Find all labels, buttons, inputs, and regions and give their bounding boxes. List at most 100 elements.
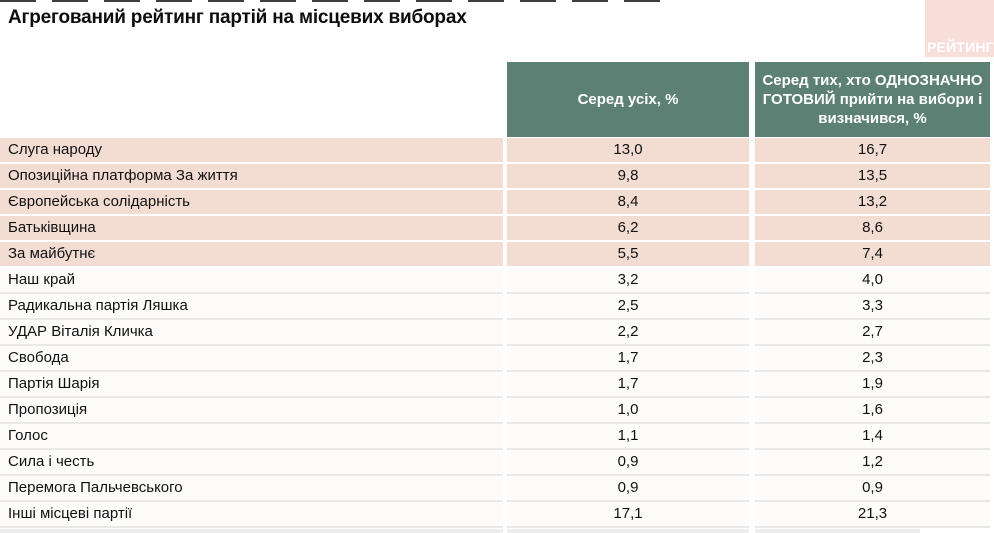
value-all-cell: 17,1 [507,502,749,528]
next-row-cutoff [0,529,503,533]
column-gap [749,242,755,268]
party-name-cell: Пропозиція [0,398,503,424]
party-name-cell: Наш край [0,268,503,294]
table-row: Пропозиція 1,0 1,6 [0,398,994,424]
party-name-cell: Радикальна партія Ляшка [0,294,503,320]
table-row: Сила і честь 0,9 1,2 [0,450,994,476]
column-gap [749,268,755,294]
column-gap [503,242,507,268]
column-gap [749,450,755,476]
column-gap [749,372,755,398]
rating-group-logo: РЕЙТИНГ [925,0,994,57]
party-name-cell: Інші місцеві партії [0,502,503,528]
value-all-cell: 2,2 [507,320,749,346]
rating-logo-text: РЕЙТИНГ [927,39,994,55]
value-ready-cell: 4,0 [755,268,990,294]
column-gap [749,476,755,502]
column-gap [503,450,507,476]
party-name-cell: Європейська солідарність [0,190,503,216]
table-row: Батьківщина 6,2 8,6 [0,216,994,242]
party-name-cell: Свобода [0,346,503,372]
party-name-cell: Слуга народу [0,138,503,164]
column-gap [749,320,755,346]
column-gap [503,372,507,398]
table-row: За майбутнє 5,5 7,4 [0,242,994,268]
column-gap [503,138,507,164]
table-row: Наш край 3,2 4,0 [0,268,994,294]
table-row: Голос 1,1 1,4 [0,424,994,450]
next-row-cutoff [755,529,920,533]
value-all-cell: 8,4 [507,190,749,216]
value-ready-cell: 2,7 [755,320,990,346]
column-gap [749,294,755,320]
column-gap [503,346,507,372]
value-ready-cell: 0,9 [755,476,990,502]
value-all-cell: 0,9 [507,476,749,502]
column-header-ready-label: Серед тих, хто ОДНОЗНАЧНО ГОТОВИЙ прийти… [762,72,983,127]
value-ready-cell: 8,6 [755,216,990,242]
cropped-text-artifact [0,0,660,2]
value-ready-cell: 13,5 [755,164,990,190]
value-all-cell: 0,9 [507,450,749,476]
value-ready-cell: 3,3 [755,294,990,320]
column-gap [503,216,507,242]
value-all-cell: 9,8 [507,164,749,190]
party-name-cell: За майбутнє [0,242,503,268]
party-name-cell: УДАР Віталія Кличка [0,320,503,346]
party-name-cell: Батьківщина [0,216,503,242]
value-ready-cell: 2,3 [755,346,990,372]
value-all-cell: 1,7 [507,372,749,398]
table-row: Європейська солідарність 8,4 13,2 [0,190,994,216]
column-header-all-label: Серед усіх, % [577,91,679,108]
column-gap [503,476,507,502]
column-gap [749,398,755,424]
party-name-cell: Перемога Пальчевського [0,476,503,502]
value-ready-cell: 1,2 [755,450,990,476]
column-gap [503,398,507,424]
column-gap [749,138,755,164]
column-header-ready: Серед тих, хто ОДНОЗНАЧНО ГОТОВИЙ прийти… [755,62,990,137]
party-name-cell: Опозиційна платформа За життя [0,164,503,190]
table-row: Свобода 1,7 2,3 [0,346,994,372]
next-row-cutoff [507,529,749,533]
value-all-cell: 13,0 [507,138,749,164]
party-name-cell: Партія Шарія [0,372,503,398]
value-ready-cell: 1,4 [755,424,990,450]
value-ready-cell: 16,7 [755,138,990,164]
value-all-cell: 6,2 [507,216,749,242]
column-gap [503,294,507,320]
value-all-cell: 1,0 [507,398,749,424]
column-gap [749,190,755,216]
column-gap [503,164,507,190]
table-row: Радикальна партія Ляшка 2,5 3,3 [0,294,994,320]
value-all-cell: 5,5 [507,242,749,268]
value-all-cell: 1,1 [507,424,749,450]
column-gap [503,268,507,294]
value-ready-cell: 1,9 [755,372,990,398]
value-all-cell: 1,7 [507,346,749,372]
value-ready-cell: 7,4 [755,242,990,268]
page-title: Агрегований рейтинг партій на місцевих в… [8,7,467,28]
column-gap [749,424,755,450]
column-header-all: Серед усіх, % [507,62,749,137]
value-ready-cell: 13,2 [755,190,990,216]
column-gap [749,164,755,190]
value-ready-cell: 21,3 [755,502,990,528]
column-gap [503,502,507,528]
party-name-cell: Сила і честь [0,450,503,476]
column-gap [503,320,507,346]
column-gap [503,190,507,216]
value-ready-cell: 1,6 [755,398,990,424]
table-row: Перемога Пальчевського 0,9 0,9 [0,476,994,502]
table-row: Опозиційна платформа За життя 9,8 13,5 [0,164,994,190]
column-gap [749,346,755,372]
column-gap [749,216,755,242]
value-all-cell: 3,2 [507,268,749,294]
column-gap [749,502,755,528]
table-row: Інші місцеві партії 17,1 21,3 [0,502,994,528]
party-name-cell: Голос [0,424,503,450]
table-row: Слуга народу 13,0 16,7 [0,138,994,164]
table-row: УДАР Віталія Кличка 2,2 2,7 [0,320,994,346]
column-gap [503,424,507,450]
